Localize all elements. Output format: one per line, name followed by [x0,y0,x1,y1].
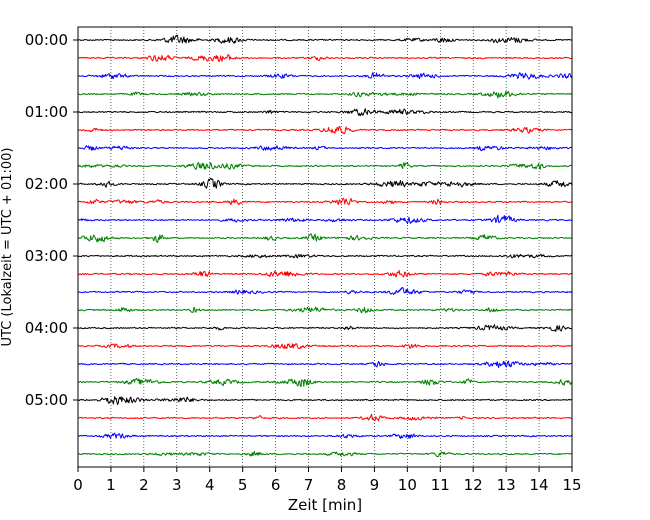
y-tick-label: 00:00 [25,31,68,49]
x-tick-label: 12 [464,476,483,494]
y-axis-ticks: 00:00 01:00 02:00 03:00 04:00 05:00 [25,31,78,409]
seismic-trace [77,269,573,278]
y-axis-label: UTC (Lokalzeit = UTC + 01:00) [0,148,15,347]
y-tick-label: 01:00 [25,103,68,121]
x-tick-label: 6 [271,476,281,494]
seismic-trace [77,34,573,44]
seismic-trace [77,145,573,152]
x-tick-label: 11 [431,476,450,494]
seismic-trace [77,360,573,369]
x-tick-label: 4 [205,476,215,494]
seismic-trace [77,233,573,243]
y-tick-label: 05:00 [25,391,68,409]
x-tick-label: 9 [370,476,380,494]
seismic-trace [77,197,573,206]
seismic-trace [77,396,573,405]
x-tick-label: 0 [73,476,83,494]
seismic-trace [77,54,573,63]
y-tick-label: 04:00 [25,319,68,337]
x-tick-label: 14 [530,476,549,494]
x-tick-label: 8 [337,476,347,494]
seismic-trace [77,324,573,332]
x-axis-ticks: 0 1 2 3 4 5 6 7 8 9 10 11 12 13 14 15 [73,467,582,494]
x-tick-label: 7 [304,476,314,494]
seismic-trace [77,432,573,439]
seismic-traces [77,34,573,458]
seismic-trace [77,72,573,80]
x-tick-label: 10 [398,476,417,494]
seismic-trace [77,125,573,135]
seismic-trace [77,253,573,259]
x-axis-label: Zeit [min] [288,496,362,514]
x-tick-label: 1 [106,476,116,494]
x-tick-label: 2 [139,476,149,494]
seismic-trace [77,177,573,189]
x-tick-label: 3 [172,476,182,494]
x-tick-label: 15 [562,476,581,494]
seismic-trace [77,214,573,225]
seismic-trace [77,108,573,117]
x-tick-label: 5 [238,476,248,494]
x-tick-label: 13 [497,476,516,494]
seismic-trace [77,162,573,171]
grid-lines [110,27,540,467]
seismic-trace [77,377,573,388]
seismic-trace [77,90,573,99]
seismic-trace [77,286,573,295]
seismic-trace [77,343,573,350]
seismic-trace [77,450,573,458]
y-tick-label: 02:00 [25,175,68,193]
seismic-trace [77,306,573,314]
y-tick-label: 03:00 [25,247,68,265]
seismic-trace [77,413,573,422]
plot-frame [77,26,573,468]
